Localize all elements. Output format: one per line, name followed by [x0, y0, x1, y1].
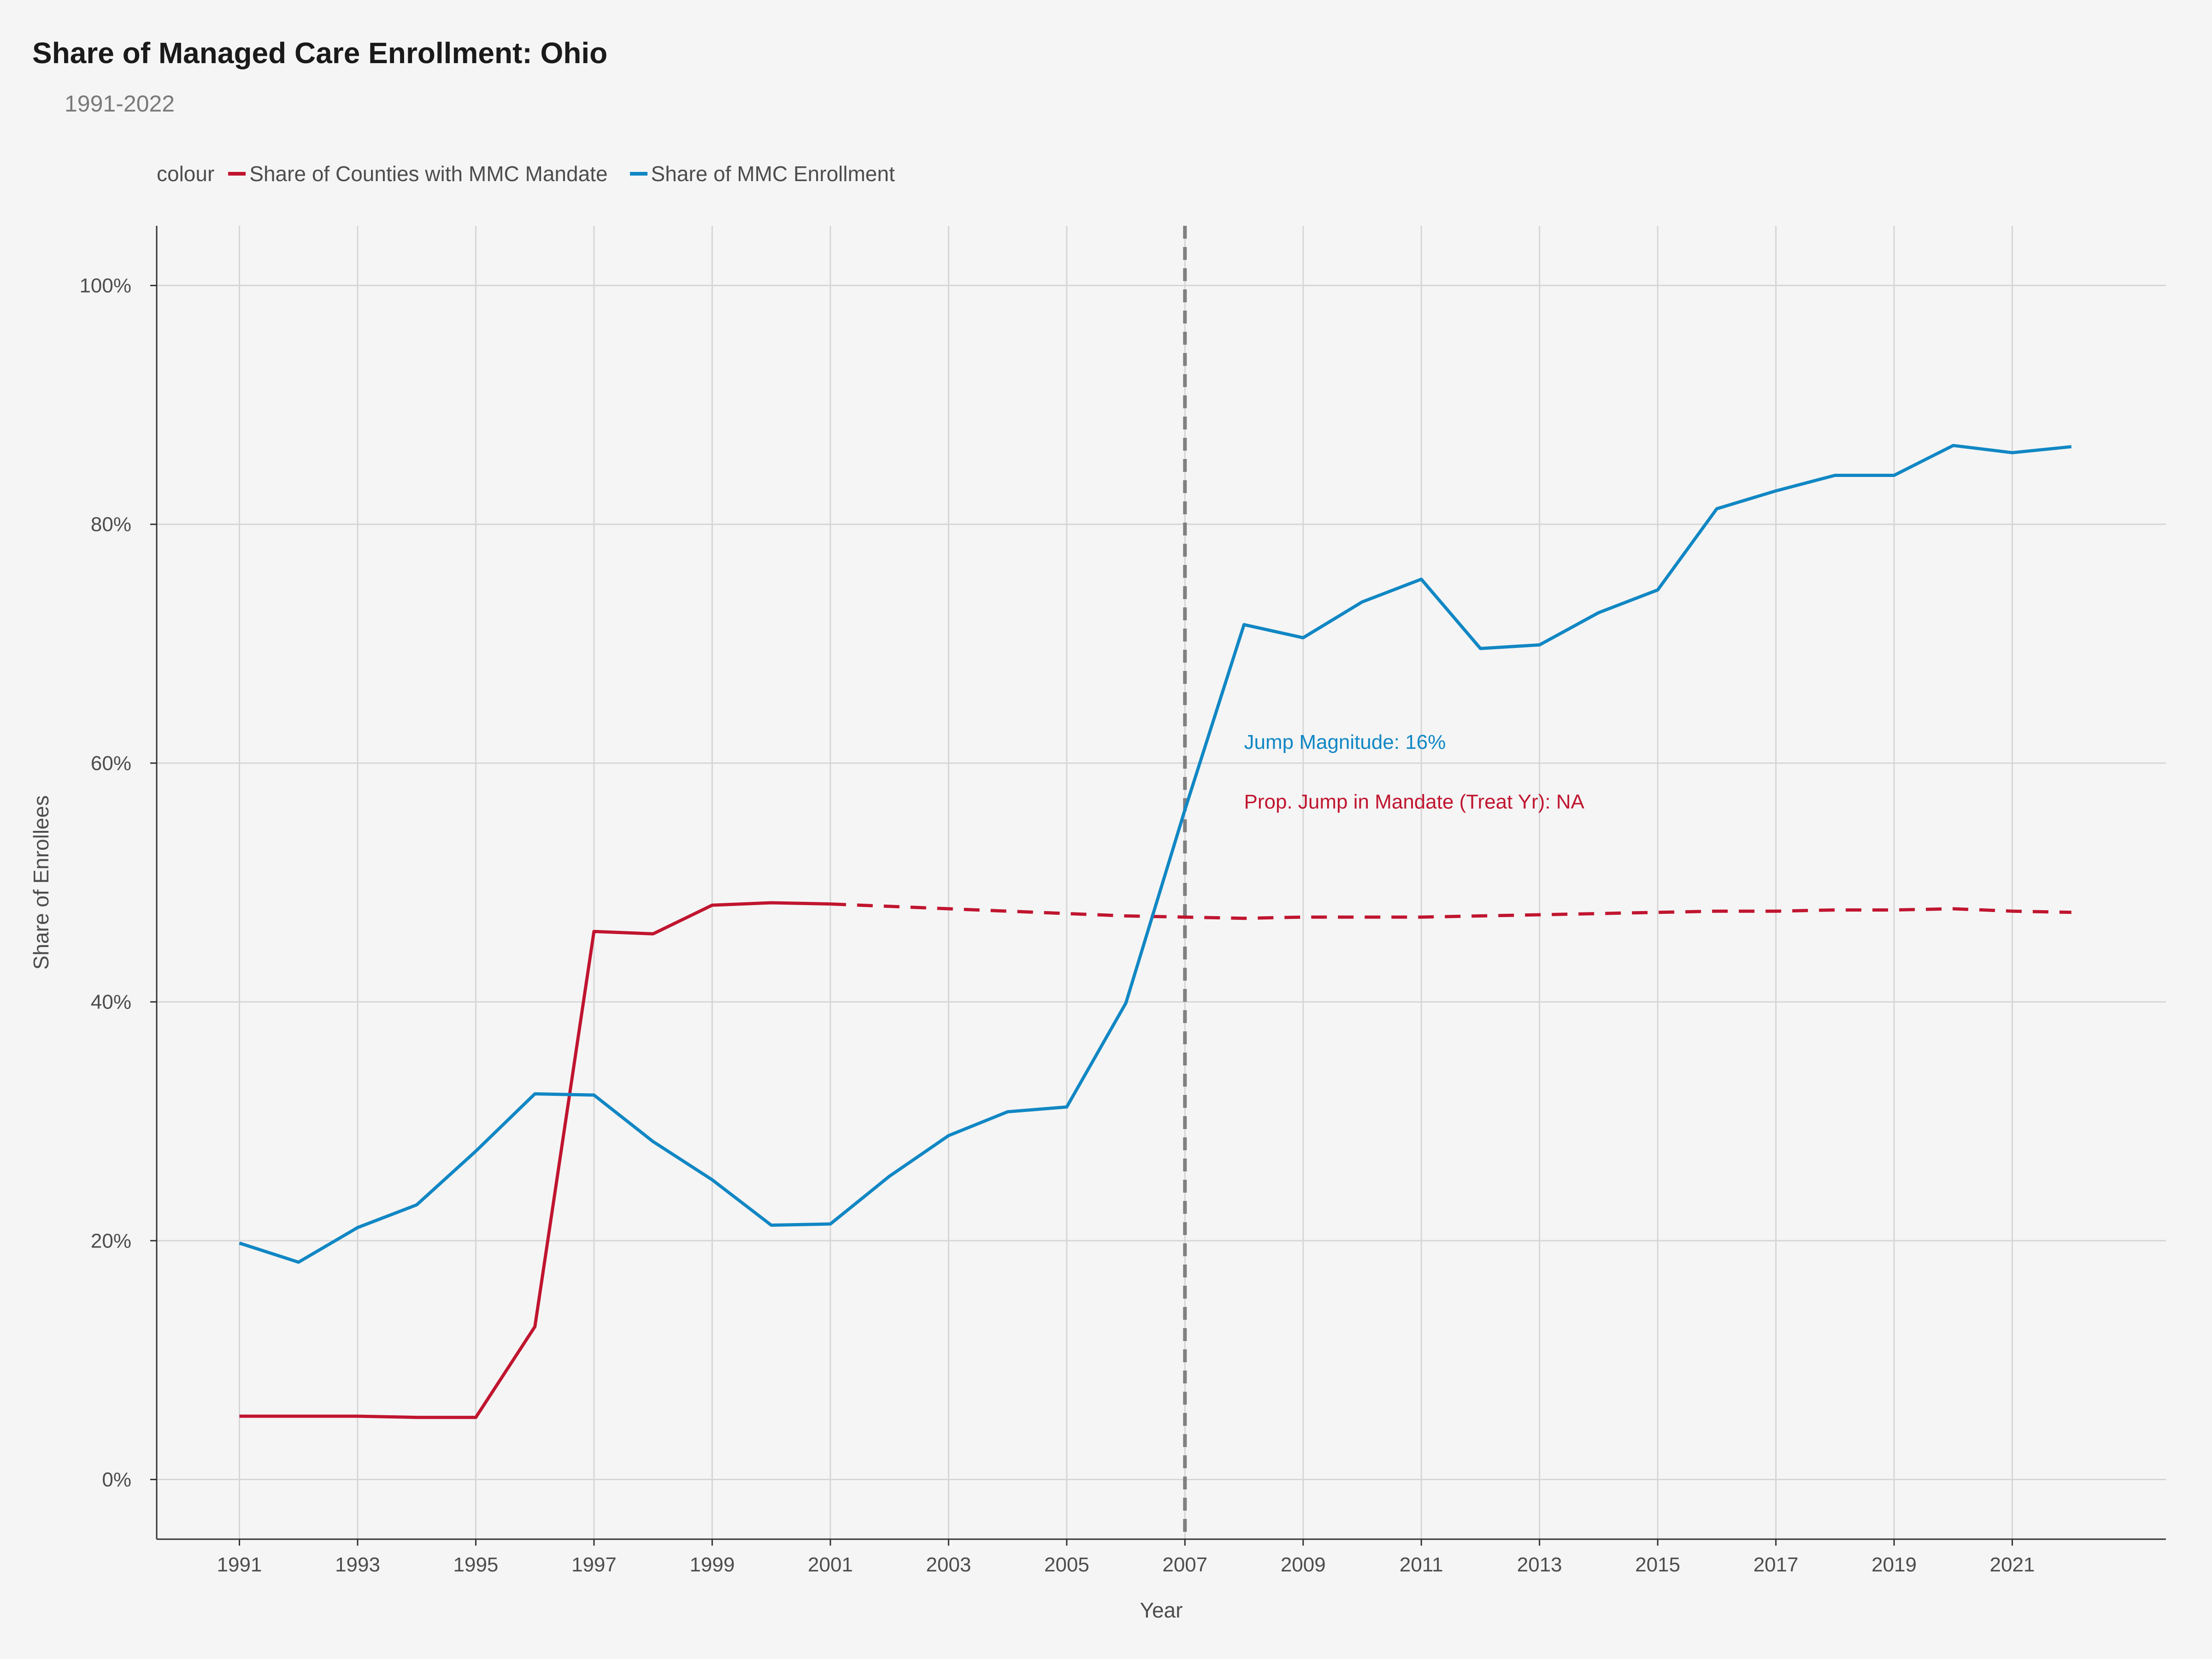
x-tick-label: 1997 [571, 1553, 617, 1576]
x-tick-label: 1999 [689, 1553, 735, 1576]
y-axis-title: Share of Enrollees [29, 795, 53, 970]
x-tick-label: 2007 [1162, 1553, 1207, 1576]
legend-key-mandate [228, 172, 246, 176]
series-line-mandate-solid [239, 901, 830, 1419]
y-tick-label: 80% [91, 513, 131, 536]
x-tick-label: 2021 [1990, 1553, 2035, 1576]
legend-label-enrollment: Share of MMC Enrollment [651, 162, 895, 186]
x-axis-title: Year [1140, 1598, 1183, 1622]
legend-key-enrollment [629, 172, 647, 176]
y-tick-label: 60% [91, 752, 131, 775]
x-tick-label: 2003 [926, 1553, 971, 1576]
series-line-mandate-dashed [830, 902, 2071, 920]
series-line-enrollment-solid [239, 444, 2072, 1264]
x-tick-label: 2009 [1281, 1553, 1326, 1576]
x-tick-label: 1993 [335, 1553, 380, 1576]
annotation-2: Prop. Jump in Mandate (Treat Yr): NA [1244, 790, 1585, 813]
y-tick-label: 100% [79, 275, 131, 297]
x-tick-label: 2017 [1753, 1553, 1799, 1576]
legend: colour Share of Counties with MMC Mandat… [157, 161, 917, 186]
chart-title: Share of Managed Care Enrollment: Ohio [32, 36, 608, 70]
legend-title: colour [157, 162, 215, 186]
x-tick-label: 1991 [217, 1553, 262, 1576]
legend-item-enrollment: Share of MMC Enrollment [629, 161, 895, 186]
legend-item-mandate: Share of Counties with MMC Mandate [228, 161, 608, 186]
chart-subtitle: 1991-2022 [65, 91, 175, 117]
x-tick-label: 2019 [1871, 1553, 1917, 1576]
annotation-1: Jump Magnitude: 16% [1244, 731, 1446, 753]
x-tick-label: 2013 [1517, 1553, 1562, 1576]
y-tick-label: 40% [91, 991, 131, 1013]
x-tick-label: 2015 [1635, 1553, 1680, 1576]
x-tick-label: 2011 [1400, 1553, 1443, 1576]
x-tick-label: 2001 [808, 1553, 853, 1576]
y-tick-label: 20% [91, 1230, 131, 1252]
y-tick-label: 0% [102, 1468, 131, 1491]
x-tick-label: 1995 [453, 1553, 499, 1576]
legend-label-mandate: Share of Counties with MMC Mandate [249, 162, 608, 186]
x-tick-label: 2005 [1044, 1553, 1089, 1576]
